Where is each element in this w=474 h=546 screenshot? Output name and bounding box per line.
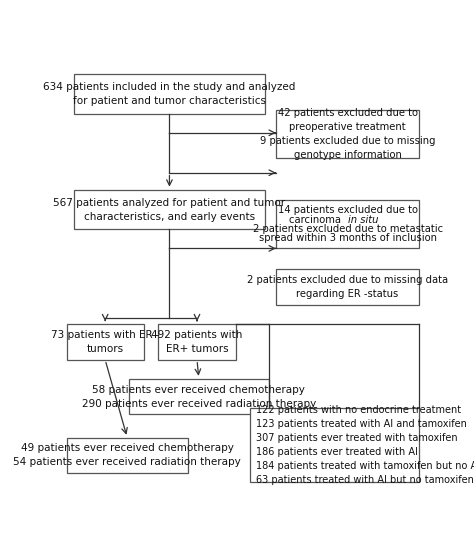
Text: 2 patients excluded due to missing data
regarding ER -status: 2 patients excluded due to missing data …	[247, 275, 448, 299]
Text: 634 patients included in the study and analyzed
for patient and tumor characteri: 634 patients included in the study and a…	[43, 82, 296, 106]
Text: spread within 3 months of inclusion: spread within 3 months of inclusion	[259, 233, 437, 243]
FancyBboxPatch shape	[158, 324, 236, 360]
FancyBboxPatch shape	[250, 408, 419, 482]
FancyBboxPatch shape	[276, 200, 419, 248]
Text: 49 patients ever received chemotherapy
54 patients ever received radiation thera: 49 patients ever received chemotherapy 5…	[13, 443, 241, 467]
Text: in situ: in situ	[347, 215, 378, 224]
Text: 492 patients with
ER+ tumors: 492 patients with ER+ tumors	[151, 330, 243, 354]
Text: 567 patients analyzed for patient and tumor
characteristics, and early events: 567 patients analyzed for patient and tu…	[54, 198, 285, 222]
FancyBboxPatch shape	[276, 269, 419, 305]
Text: carcinoma: carcinoma	[289, 215, 347, 224]
FancyBboxPatch shape	[276, 110, 419, 158]
FancyBboxPatch shape	[129, 379, 269, 414]
Text: 122 patients with no endocrine treatment
123 patients treated with AI and tamoxi: 122 patients with no endocrine treatment…	[256, 405, 474, 485]
FancyBboxPatch shape	[74, 74, 265, 114]
FancyBboxPatch shape	[66, 324, 144, 360]
Text: 73 patients with ER -
tumors: 73 patients with ER - tumors	[51, 330, 159, 354]
Text: 14 patients excluded due to: 14 patients excluded due to	[278, 205, 418, 215]
FancyBboxPatch shape	[66, 437, 188, 473]
FancyBboxPatch shape	[74, 189, 265, 229]
Text: 42 patients excluded due to
preoperative treatment
9 patients excluded due to mi: 42 patients excluded due to preoperative…	[260, 108, 436, 160]
Text: 2 patients excluded due to metastatic: 2 patients excluded due to metastatic	[253, 224, 443, 234]
Text: 58 patients ever received chemotherapy
290 patients ever received radiation ther: 58 patients ever received chemotherapy 2…	[82, 384, 316, 408]
